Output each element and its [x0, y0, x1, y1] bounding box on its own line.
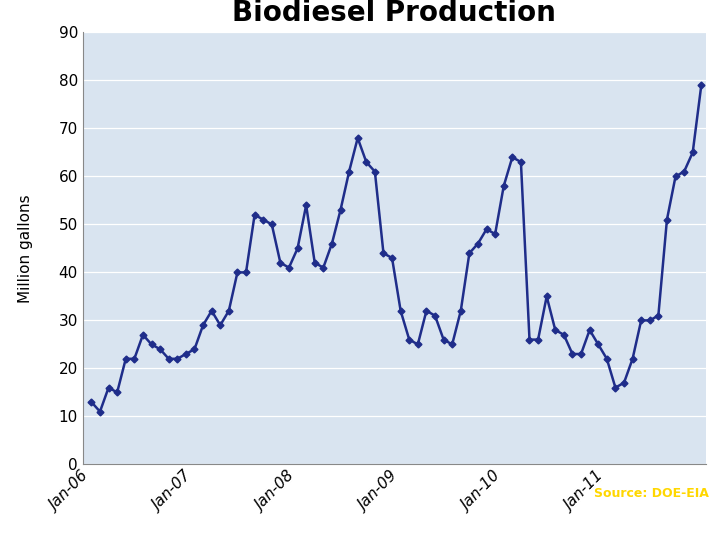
Y-axis label: Million gallons: Million gallons [18, 194, 33, 303]
Text: Iowa State University: Iowa State University [11, 487, 193, 501]
Title: Biodiesel Production: Biodiesel Production [233, 0, 556, 28]
Text: Ag Decision Maker: Ag Decision Maker [562, 522, 709, 536]
Text: Extension and Outreach/Department of Economics: Extension and Outreach/Department of Eco… [11, 522, 294, 532]
Text: Source: DOE-EIA: Source: DOE-EIA [594, 487, 709, 500]
